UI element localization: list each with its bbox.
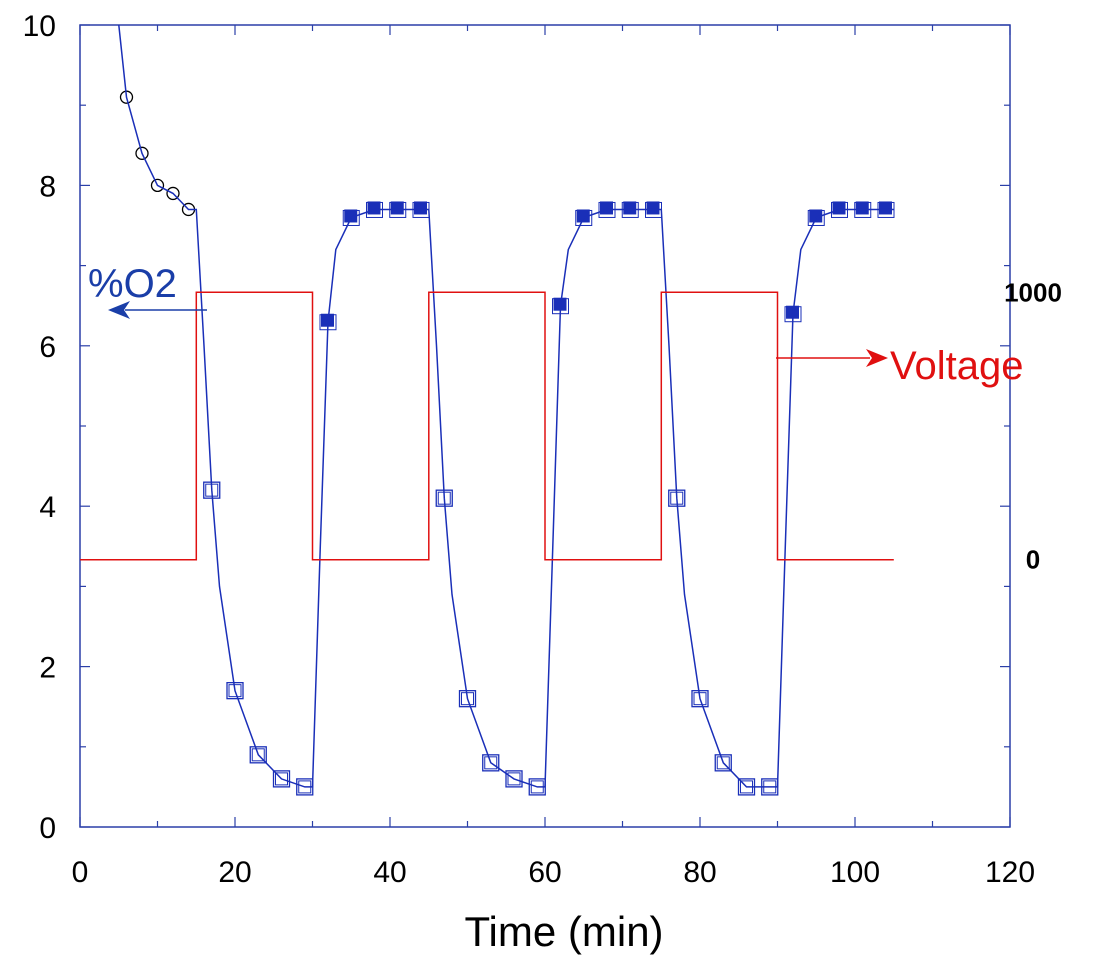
- y-tick-label: 2: [39, 652, 56, 685]
- x-tick-label: 80: [683, 856, 716, 889]
- o2-annotation-label: %O2: [88, 262, 177, 306]
- x-tick-label: 0: [72, 856, 89, 889]
- o2-arrow-head: [108, 301, 130, 319]
- y-tick-label: 6: [39, 331, 56, 364]
- x-axis-title: Time (min): [464, 908, 663, 955]
- x-tick-label: 60: [528, 856, 561, 889]
- series-layer: [80, 24, 895, 796]
- y-tick-label: 8: [39, 170, 56, 203]
- voltage-annotation-label: Voltage: [890, 344, 1023, 388]
- y-tick-label: 10: [23, 10, 56, 43]
- data-point-circle: [166, 186, 180, 201]
- x-tick-label: 20: [218, 856, 251, 889]
- axis-ticks: [79, 24, 1011, 828]
- o2-annotation: %O2: [88, 262, 207, 319]
- data-point-circle: [135, 146, 149, 160]
- voltage-annotation: Voltage: [776, 344, 1023, 388]
- data-point-filled-square: [412, 201, 430, 218]
- y2-tick-label: 0: [1026, 545, 1040, 575]
- voltage-arrow-head: [866, 349, 888, 367]
- y-tick-label: 0: [39, 812, 56, 845]
- x-tick-label: 40: [373, 856, 406, 889]
- voltage-step-line: [80, 291, 894, 561]
- data-point-circle: [150, 178, 165, 193]
- y-tick-label: 4: [39, 491, 56, 524]
- o2-fit-curve: [118, 24, 894, 788]
- x-tick-label: 120: [985, 856, 1035, 889]
- x-tick-label: 100: [830, 856, 880, 889]
- y2-tick-label: 1000: [1004, 277, 1062, 307]
- data-point-filled-square: [389, 201, 407, 218]
